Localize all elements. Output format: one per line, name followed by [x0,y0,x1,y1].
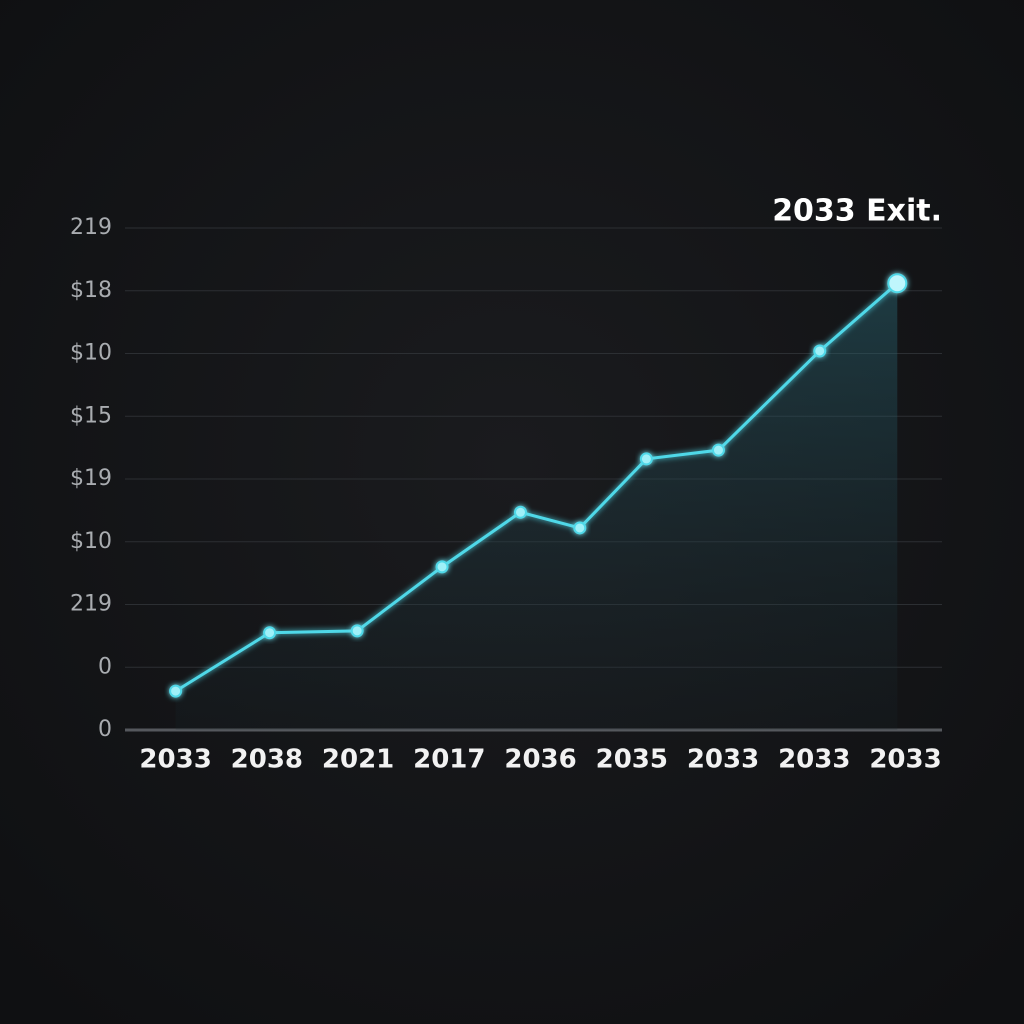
point [711,443,725,457]
annotation: 2033 Exit. [772,194,942,229]
y-tick-label: 219 [70,592,112,617]
x-tick-label: 2033 [687,745,759,775]
point [513,505,527,519]
point [573,521,587,535]
point [435,560,449,574]
x-tick-label: 2033 [869,745,941,775]
point [350,624,364,638]
x-tick-label: 2033 [778,745,850,775]
x-tick-label: 2036 [504,745,576,775]
x-tick-label: 2035 [596,745,668,775]
plot-area: 0 0 219 $10 $19 $15 $10 $18 219 2033 2038 2021 2017 2… [70,215,942,775]
point [169,684,183,698]
x-tick-label: 2033 [139,745,211,775]
y-tick-label: 0 [98,717,112,742]
y-tick-label: $10 [70,341,112,366]
x-tick-label: 2038 [231,745,303,775]
y-tick-label: 219 [70,215,112,240]
y-tick-label: $19 [70,466,112,491]
area [175,283,898,730]
point [263,626,277,640]
point [887,273,908,294]
y-tick-label: $15 [70,403,112,428]
point [813,344,827,358]
y-tick-label: $10 [70,529,112,554]
x-tick-label: 2017 [413,745,485,775]
point [639,452,653,466]
x-tick-label: 2021 [322,745,394,775]
y-tick-label: $18 [70,278,112,303]
line [174,282,899,693]
y-tick-label: 0 [98,654,112,679]
